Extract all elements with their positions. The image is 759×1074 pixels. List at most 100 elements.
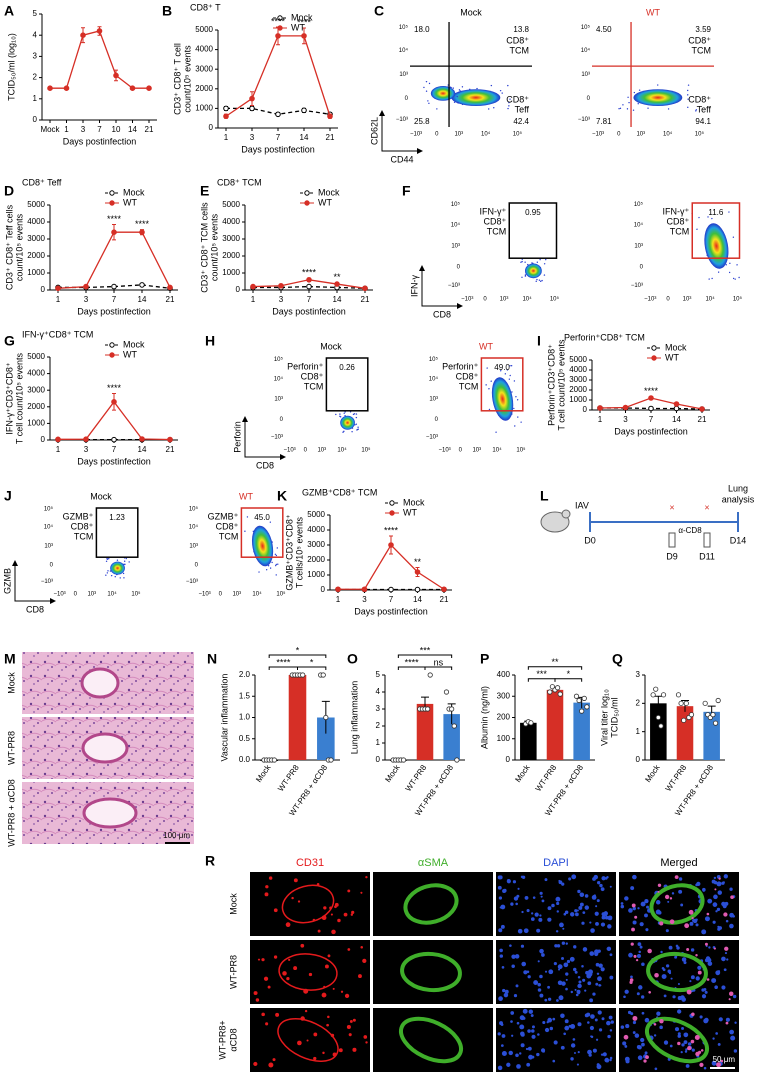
x-tick-label: 14 [672,415,681,424]
if-background [373,872,493,936]
if-signal [718,877,721,880]
if-signal [592,877,596,881]
if-signal [644,1051,648,1055]
if-signal [633,954,637,958]
if-signal [724,946,729,951]
flow-quadrant-value: 4.50 [596,25,612,34]
if-signal [629,980,633,984]
flow-event [738,276,740,279]
y-axis-label: TCID₅₀/ml [609,697,619,737]
if-signal [665,964,670,968]
if-signal [708,946,711,949]
if-signal [600,887,605,892]
row-label: WT-PR8 [228,955,238,989]
y-axis-label: T cell count/10⁵ events [14,352,24,444]
flow-density [244,516,279,576]
if-signal [714,888,717,891]
flow-gate-label: CD8⁺ [506,94,529,104]
if-signal [681,1027,684,1030]
flow-event [357,426,359,428]
flow-event [717,271,720,273]
if-signal [644,898,649,904]
flow-x-tick-label: 10⁴ [107,591,117,598]
series-line [50,30,149,89]
if-signal [572,967,577,972]
if-signal [264,892,269,897]
if-image [496,1008,616,1072]
flow-x-tick-label: 10⁴ [705,296,715,303]
if-signal [571,874,577,880]
series-line [225,35,331,117]
point [55,285,61,292]
if-signal [589,998,594,1003]
if-signal [539,948,544,954]
y-axis-label: Albumin (ng/ml) [479,686,489,749]
if-signal [643,1059,647,1063]
significance: **** [297,17,312,27]
if-signal [526,1062,531,1067]
flow-axis-arrow [419,265,463,309]
if-signal [275,1012,280,1017]
if-signal [501,1034,506,1038]
flow-y-axis-label: Perforin [232,421,242,453]
if-signal [712,1061,715,1064]
if-signal [552,1017,556,1021]
if-signal [674,1027,680,1032]
if-signal [515,902,518,906]
if-signal [664,894,670,900]
if-signal [657,890,660,893]
if-signal [509,944,512,947]
flow-y-tick-label: 10⁴ [44,524,54,531]
y-tick-label: 0 [41,435,46,444]
data-point [584,704,590,710]
point [275,111,281,118]
y-tick-label: 3000 [569,375,587,384]
day-label: D9 [666,551,678,561]
if-signal [660,950,663,954]
flow-gate-label: TCM [692,45,712,55]
if-signal [604,915,609,920]
if-signal [524,895,529,900]
if-signal [347,889,351,893]
flow-event [696,228,698,230]
flow-density-core [340,415,355,430]
if-signal [577,889,581,894]
if-signal [348,1033,352,1037]
x-tick-label: 3 [81,125,86,134]
if-signal [352,1018,356,1022]
flow-gate-label: CD8⁺ [456,371,479,381]
vessel-wall [399,1016,463,1064]
flow-event [535,280,537,283]
y-axis-label: CD3⁺ CD8⁺ TCM cells [199,202,209,293]
y-tick-label: 0 [636,755,641,764]
if-signal [265,885,269,889]
if-signal [691,916,694,920]
if-signal [668,971,672,975]
if-signal [636,953,641,958]
y-tick-label: 0.5 [239,734,251,743]
if-signal [695,1051,700,1057]
flow-event [695,109,698,111]
x-tick-label: 7 [276,133,281,142]
y-tick-label: 4000 [307,525,325,534]
if-signal [344,993,350,999]
if-signal [516,1064,521,1069]
vessel-wall [403,883,459,925]
if-signal [601,876,606,881]
data-point [424,706,431,712]
if-signal [717,925,720,929]
if-signal [499,954,504,958]
flow-y-tick-label: 10³ [44,544,53,550]
if-signal [537,988,542,992]
y-tick-label: 4000 [27,369,45,378]
data-point [320,672,326,678]
flow-event [128,561,130,563]
flow-y-tick-label: −10³ [186,579,198,585]
flow-y-tick-label: 10³ [429,397,438,403]
if-signal [689,980,692,983]
if-signal [350,913,354,916]
bar [520,722,537,760]
flow-y-tick-label: 10⁴ [451,221,461,228]
flow-y-tick-label: 10⁵ [189,506,199,513]
flow-axis-arrow [12,560,56,604]
